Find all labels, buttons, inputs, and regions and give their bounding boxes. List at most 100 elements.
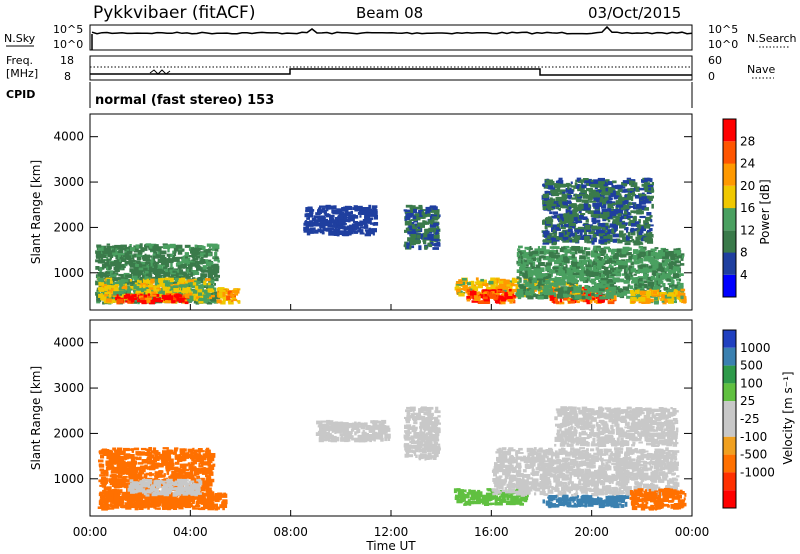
heatmap-cell (583, 203, 589, 208)
heatmap-cell (609, 283, 615, 288)
heatmap-cell (104, 291, 111, 294)
heatmap-cell (636, 259, 644, 264)
heatmap-cell (179, 474, 184, 478)
heatmap-cell (573, 237, 580, 240)
heatmap-cell (125, 300, 130, 303)
heatmap-cell (606, 259, 611, 264)
heatmap-cell (148, 284, 154, 287)
heatmap-cell (599, 251, 605, 256)
noise-right-tick-top: 10^5 (708, 23, 738, 36)
heatmap-cell (525, 269, 533, 274)
heatmap-cell (554, 276, 557, 282)
heatmap-cell (359, 232, 365, 235)
heatmap-cell (100, 454, 105, 459)
heatmap-cell (668, 250, 675, 255)
heatmap-cell (647, 241, 654, 244)
heatmap-cell (112, 282, 120, 286)
heatmap-cell (172, 254, 175, 260)
heatmap-cell (586, 301, 591, 305)
heatmap-cell (135, 244, 140, 249)
heatmap-cell (322, 227, 329, 231)
heatmap-cell (129, 247, 135, 251)
heatmap-cell (519, 264, 526, 268)
heatmap-cell (191, 259, 196, 263)
heatmap-cell (325, 222, 333, 226)
heatmap-cell (618, 265, 624, 270)
heatmap-cell (184, 454, 187, 459)
heatmap-cell (158, 300, 163, 303)
heatmap-cell (118, 273, 125, 277)
heatmap-cell (638, 249, 645, 254)
heatmap-cell (359, 226, 366, 229)
heatmap-cell (611, 228, 615, 234)
heatmap-cell (123, 291, 129, 295)
heatmap-cell (542, 206, 547, 210)
heatmap-cell (145, 243, 152, 246)
heatmap-cell (632, 265, 635, 270)
heatmap-cell (573, 207, 579, 211)
heatmap-cell (557, 187, 561, 192)
heatmap-cell (640, 198, 643, 204)
heatmap-cell (554, 235, 557, 238)
heatmap-cell (524, 246, 532, 250)
heatmap-cell (145, 472, 151, 476)
heatmap-cell (583, 205, 591, 211)
heatmap-cell (569, 257, 576, 260)
heatmap-cell (431, 214, 438, 217)
heatmap-cell (584, 201, 589, 206)
heatmap-cell (673, 258, 680, 262)
heatmap-cell (577, 249, 584, 254)
velocity-heatmap (97, 406, 687, 511)
heatmap-cell (427, 213, 430, 217)
heatmap-cell (654, 297, 658, 301)
heatmap-cell (564, 220, 570, 223)
heatmap-cell (530, 262, 533, 267)
heatmap-cell (624, 275, 631, 279)
heatmap-cell (154, 281, 160, 286)
heatmap-cell (602, 217, 607, 222)
heatmap-cell (319, 220, 327, 223)
heatmap-cell (404, 241, 408, 245)
heatmap-cell (306, 231, 311, 236)
heatmap-cell (676, 296, 683, 300)
heatmap-cell (637, 210, 643, 214)
heatmap-cell (157, 264, 163, 269)
heatmap-cell (137, 288, 145, 293)
heatmap-cell (557, 269, 564, 272)
heatmap-cell (597, 196, 604, 200)
heatmap-cell (626, 195, 631, 201)
heatmap-cell (542, 220, 547, 225)
heatmap-cell (359, 210, 367, 215)
heatmap-cell (185, 275, 190, 279)
heatmap-cell (621, 189, 626, 193)
noise-left-tick-top: 10^5 (53, 23, 83, 36)
heatmap-cell (519, 266, 526, 271)
heatmap-cell (340, 211, 345, 216)
heatmap-cell (561, 191, 566, 195)
heatmap-cell (176, 497, 179, 500)
heatmap-cell (548, 277, 552, 281)
heatmap-cell (116, 294, 119, 297)
heatmap-cell (550, 255, 555, 258)
heatmap-cell (486, 300, 491, 304)
heatmap-cell (178, 279, 182, 285)
heatmap-cell (617, 213, 622, 216)
heatmap-cell (104, 271, 110, 275)
heatmap-cell (660, 295, 668, 298)
heatmap-cell (146, 289, 151, 292)
heatmap-cell (567, 200, 572, 203)
heatmap-cell (588, 229, 592, 232)
heatmap-cell (555, 287, 560, 290)
heatmap-cell (227, 290, 233, 295)
heatmap-cell (678, 253, 682, 259)
heatmap-cell (348, 225, 353, 229)
heatmap-cell (222, 291, 226, 297)
heatmap-cell (425, 206, 432, 212)
heatmap-cell (182, 465, 187, 470)
heatmap-cell (184, 244, 191, 248)
heatmap-cell (621, 273, 627, 276)
heatmap-cell (547, 288, 553, 292)
heatmap-cell (475, 277, 479, 281)
heatmap-cell (115, 489, 119, 492)
heatmap-cell (212, 243, 218, 248)
